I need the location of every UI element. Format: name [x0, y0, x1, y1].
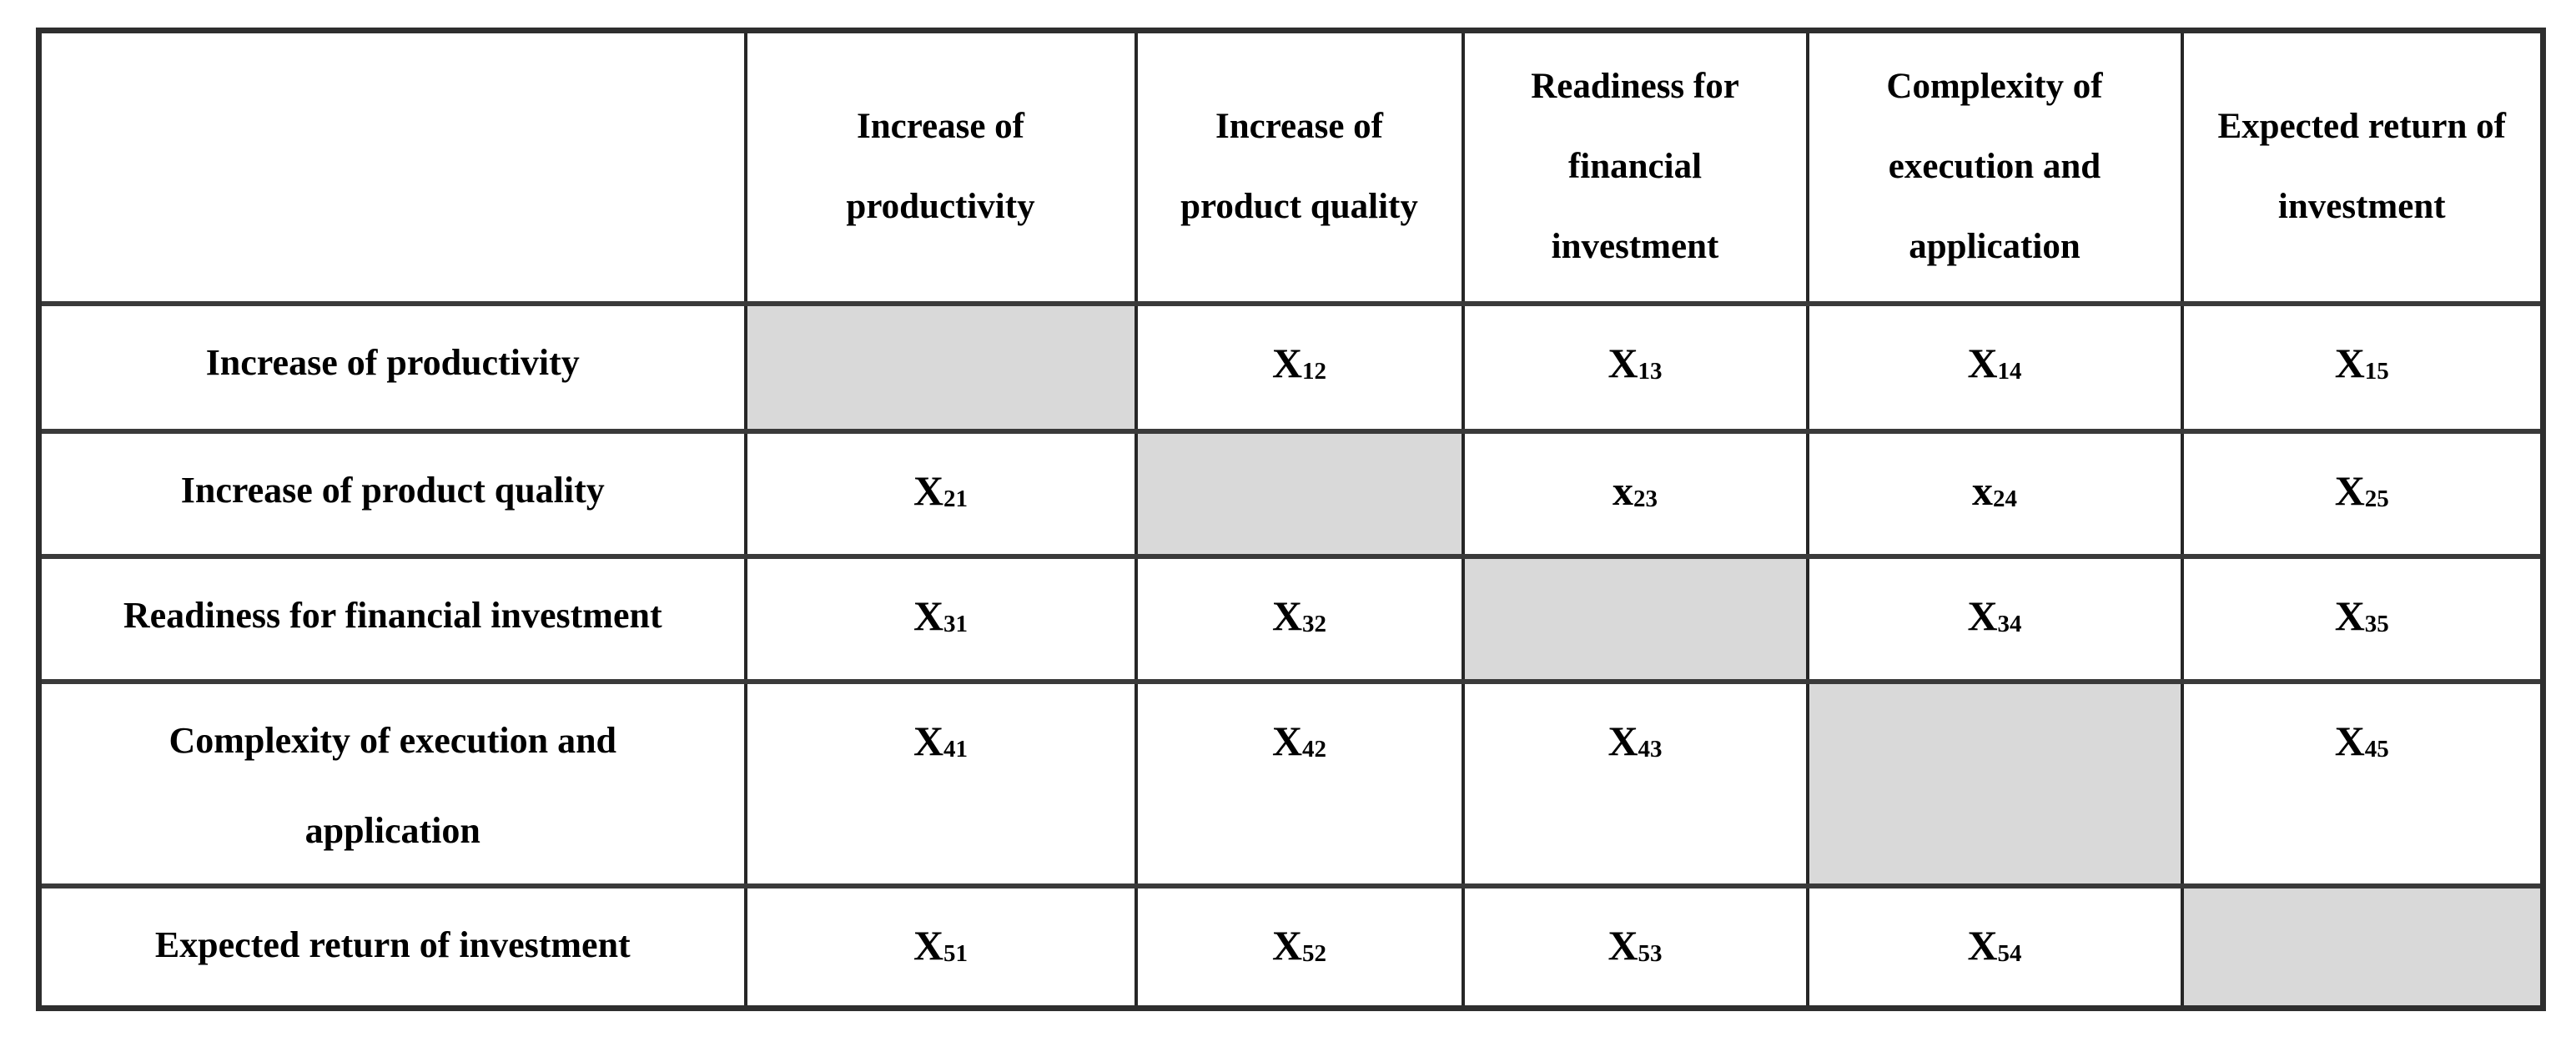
- matrix-cell: X15: [2180, 300, 2545, 434]
- shaded-diagonal-cell: [1134, 428, 1465, 559]
- matrix-cell: X31: [743, 553, 1138, 684]
- variable-subscript: 21: [943, 486, 969, 513]
- variable-base: x: [1613, 466, 1633, 514]
- variable-subscript: 31: [943, 611, 969, 638]
- variable-subscript: 54: [1997, 940, 2022, 968]
- matrix-cell: X52: [1134, 883, 1465, 1011]
- table-row: Readiness for financial investment X31 X32…: [37, 553, 2545, 684]
- variable-base: X: [1967, 921, 1998, 969]
- matrix-cell: X54: [1805, 883, 2184, 1011]
- variable-base: X: [2334, 339, 2365, 386]
- variable-base: X: [1607, 717, 1638, 764]
- shaded-diagonal-cell: [1805, 678, 2184, 888]
- variable-base: X: [1607, 339, 1638, 386]
- variable-base: X: [913, 591, 944, 639]
- matrix-cell: x23: [1461, 428, 1809, 559]
- matrix-cell: X45: [2180, 678, 2545, 888]
- table-row: Expected return of investment X51 X52 X53 X5…: [37, 883, 2545, 1011]
- variable-base: X: [1967, 591, 1998, 639]
- matrix-cell: X53: [1461, 883, 1809, 1011]
- row-label-cell: Increase of productivity: [37, 300, 747, 434]
- variable-base: X: [1967, 339, 1998, 386]
- variable-base: X: [2334, 466, 2365, 514]
- header-row: Increase of productivity Increase of prod…: [37, 28, 2545, 306]
- matrix-cell: x24: [1805, 428, 2184, 559]
- table-body: Increase of productivity X12 X13 X14 X15 Incr…: [37, 300, 2545, 1011]
- variable-base: X: [913, 466, 944, 514]
- shaded-diagonal-cell: [2180, 883, 2545, 1011]
- row-label-cell: Expected return of investment: [37, 883, 747, 1011]
- variable-subscript: 25: [2364, 486, 2389, 513]
- variable-subscript: 43: [1638, 736, 1663, 763]
- matrix-cell: X42: [1134, 678, 1465, 888]
- table-row: Complexity of execution and application X…: [37, 678, 2545, 888]
- variable-base: x: [1972, 466, 1993, 514]
- variable-subscript: 51: [943, 940, 969, 968]
- corner-cell: [37, 28, 747, 306]
- variable-base: X: [1271, 339, 1303, 386]
- table-row: Increase of product quality X21 x23 x24 X25: [37, 428, 2545, 559]
- shaded-diagonal-cell: [743, 300, 1138, 434]
- variable-subscript: 52: [1302, 940, 1327, 968]
- matrix-cell: X12: [1134, 300, 1465, 434]
- variable-base: X: [913, 717, 944, 764]
- matrix-cell: X35: [2180, 553, 2545, 684]
- row-label-cell: Complexity of execution and application: [37, 678, 747, 888]
- matrix-cell: X34: [1805, 553, 2184, 684]
- variable-subscript: 24: [1993, 486, 2017, 513]
- column-header-cell: Readiness for financial investment: [1461, 28, 1809, 306]
- variable-subscript: 41: [943, 736, 969, 763]
- matrix-cell: X25: [2180, 428, 2545, 559]
- matrix-cell: X51: [743, 883, 1138, 1011]
- column-header-cell: Expected return of investment: [2180, 28, 2545, 306]
- matrix-cell: X14: [1805, 300, 2184, 434]
- variable-subscript: 35: [2364, 611, 2389, 638]
- pairwise-comparison-table: Increase of productivity Increase of prod…: [36, 28, 2546, 1011]
- variable-subscript: 45: [2364, 736, 2389, 763]
- variable-subscript: 23: [1633, 486, 1658, 513]
- variable-subscript: 42: [1302, 736, 1327, 763]
- variable-base: X: [1607, 921, 1638, 969]
- column-header-cell: Increase of product quality: [1134, 28, 1465, 306]
- matrix-cell: X43: [1461, 678, 1809, 888]
- variable-base: X: [2334, 591, 2365, 639]
- matrix-cell: X32: [1134, 553, 1465, 684]
- variable-subscript: 12: [1302, 358, 1327, 385]
- variable-base: X: [913, 921, 944, 969]
- row-label-cell: Increase of product quality: [37, 428, 747, 559]
- table-row: Increase of productivity X12 X13 X14 X15: [37, 300, 2545, 434]
- column-header-cell: Complexity of execution and application: [1805, 28, 2184, 306]
- variable-subscript: 15: [2364, 358, 2389, 385]
- variable-base: X: [1271, 717, 1303, 764]
- variable-subscript: 13: [1638, 358, 1663, 385]
- matrix-cell: X41: [743, 678, 1138, 888]
- column-header-cell: Increase of productivity: [743, 28, 1138, 306]
- matrix-cell: X21: [743, 428, 1138, 559]
- shaded-diagonal-cell: [1461, 553, 1809, 684]
- matrix-cell: X13: [1461, 300, 1809, 434]
- variable-base: X: [1271, 591, 1303, 639]
- variable-base: X: [2334, 717, 2365, 764]
- variable-subscript: 32: [1302, 611, 1327, 638]
- variable-subscript: 34: [1997, 611, 2022, 638]
- variable-subscript: 53: [1638, 940, 1663, 968]
- variable-base: X: [1271, 921, 1303, 969]
- row-label-cell: Readiness for financial investment: [37, 553, 747, 684]
- variable-subscript: 14: [1997, 358, 2022, 385]
